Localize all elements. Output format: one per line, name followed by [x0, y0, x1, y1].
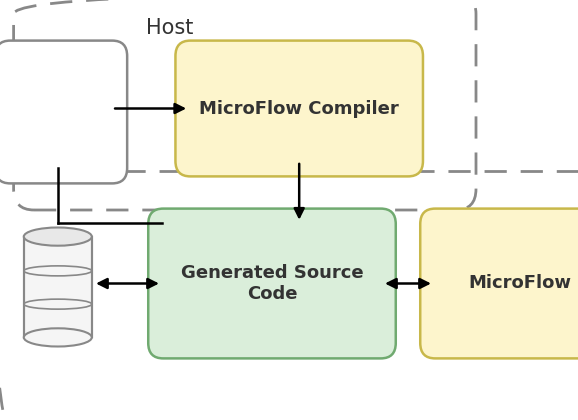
- FancyBboxPatch shape: [176, 41, 423, 176]
- Text: Host: Host: [146, 18, 194, 38]
- FancyBboxPatch shape: [24, 236, 92, 337]
- Ellipse shape: [24, 328, 92, 346]
- FancyBboxPatch shape: [148, 209, 396, 358]
- Text: MicroFlow Compiler: MicroFlow Compiler: [199, 100, 399, 118]
- FancyBboxPatch shape: [0, 41, 127, 184]
- Ellipse shape: [24, 228, 92, 246]
- FancyBboxPatch shape: [420, 209, 578, 358]
- Text: MicroFlow: MicroFlow: [469, 275, 572, 292]
- Text: Generated Source
Code: Generated Source Code: [181, 264, 364, 303]
